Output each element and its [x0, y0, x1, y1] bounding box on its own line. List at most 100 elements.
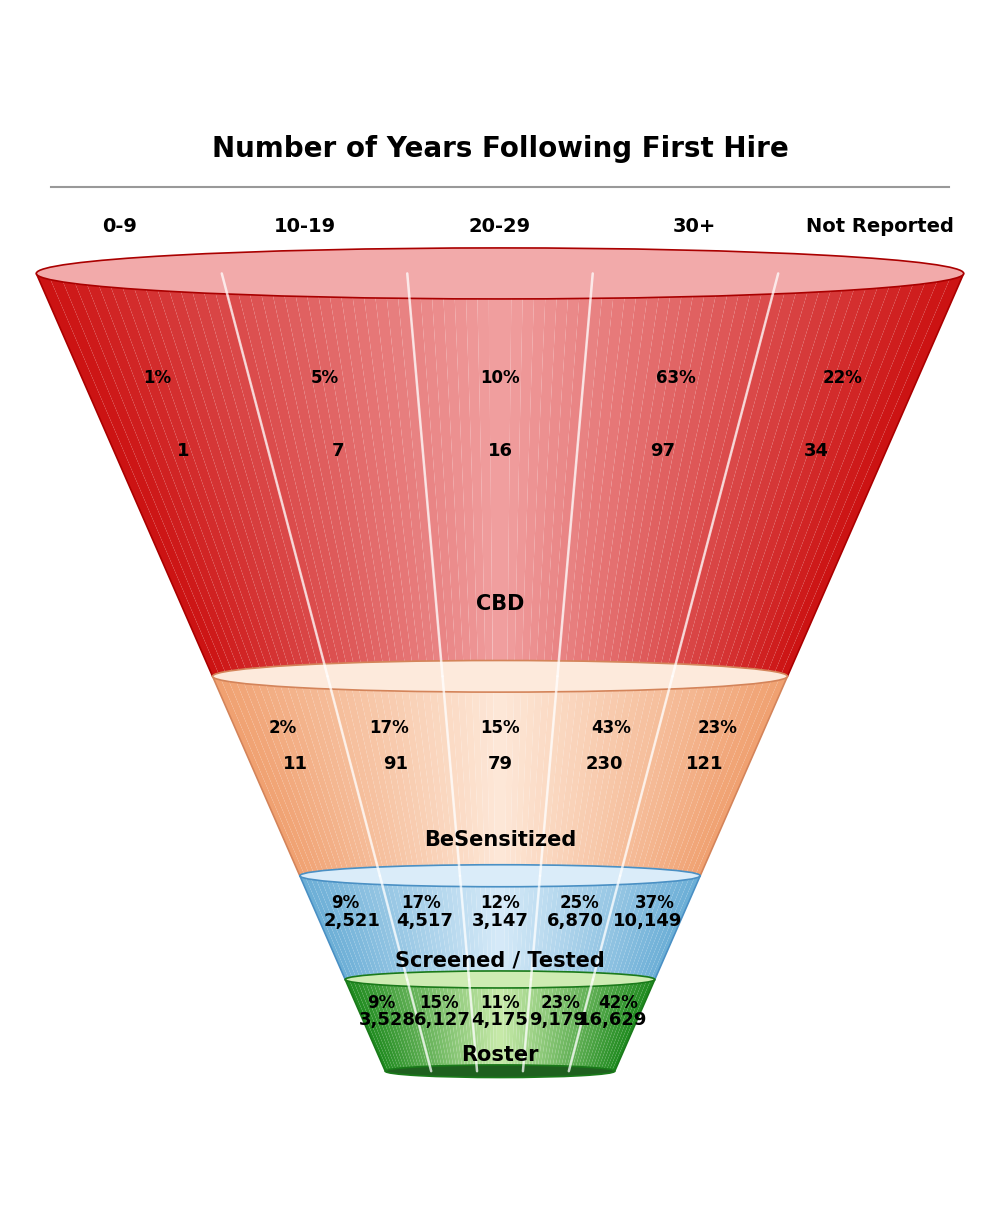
Polygon shape	[399, 979, 428, 1072]
Polygon shape	[624, 876, 665, 979]
Polygon shape	[550, 677, 579, 876]
Polygon shape	[440, 876, 457, 979]
Polygon shape	[415, 979, 440, 1072]
Text: BeSensitized: BeSensitized	[424, 830, 576, 849]
Text: Screened / Tested: Screened / Tested	[395, 951, 605, 971]
Polygon shape	[504, 876, 510, 979]
Text: 6,870: 6,870	[547, 912, 604, 931]
Polygon shape	[530, 677, 550, 876]
Polygon shape	[545, 677, 572, 876]
Polygon shape	[708, 273, 848, 677]
Polygon shape	[500, 876, 505, 979]
Text: Not Reported: Not Reported	[806, 217, 954, 236]
Polygon shape	[442, 273, 471, 677]
Polygon shape	[514, 273, 535, 677]
Polygon shape	[690, 677, 780, 876]
Polygon shape	[164, 273, 299, 677]
Polygon shape	[199, 273, 320, 677]
Polygon shape	[600, 677, 651, 876]
Polygon shape	[210, 273, 328, 677]
Polygon shape	[635, 677, 701, 876]
Polygon shape	[543, 273, 581, 677]
Polygon shape	[407, 273, 450, 677]
Text: 63%: 63%	[656, 369, 695, 388]
Polygon shape	[361, 979, 400, 1072]
Polygon shape	[430, 979, 451, 1072]
Text: 10%: 10%	[480, 369, 520, 388]
Polygon shape	[446, 979, 463, 1072]
Polygon shape	[737, 273, 894, 677]
Polygon shape	[569, 979, 597, 1072]
Polygon shape	[650, 677, 723, 876]
Text: 91: 91	[383, 755, 408, 773]
Polygon shape	[380, 876, 411, 979]
Polygon shape	[608, 273, 685, 677]
Text: 16: 16	[488, 442, 512, 459]
Polygon shape	[514, 979, 523, 1072]
Polygon shape	[625, 677, 687, 876]
Polygon shape	[400, 876, 426, 979]
Polygon shape	[508, 876, 515, 979]
Polygon shape	[644, 273, 743, 677]
Polygon shape	[687, 273, 813, 677]
Polygon shape	[388, 979, 420, 1072]
Polygon shape	[522, 273, 546, 677]
Polygon shape	[129, 273, 277, 677]
Polygon shape	[438, 979, 457, 1072]
Polygon shape	[428, 677, 455, 876]
Polygon shape	[340, 876, 380, 979]
Polygon shape	[716, 273, 859, 677]
Polygon shape	[465, 273, 486, 677]
Ellipse shape	[345, 971, 655, 988]
Polygon shape	[536, 273, 570, 677]
Polygon shape	[465, 979, 477, 1072]
Polygon shape	[586, 979, 620, 1072]
Text: 25%: 25%	[559, 894, 599, 911]
Polygon shape	[395, 876, 423, 979]
Polygon shape	[647, 876, 695, 979]
Polygon shape	[71, 273, 241, 677]
Polygon shape	[632, 876, 675, 979]
Polygon shape	[450, 677, 470, 876]
Polygon shape	[511, 979, 519, 1072]
Polygon shape	[643, 876, 690, 979]
Polygon shape	[385, 876, 415, 979]
Polygon shape	[220, 677, 310, 876]
Polygon shape	[257, 273, 356, 677]
Polygon shape	[330, 876, 372, 979]
Text: 97: 97	[650, 442, 675, 459]
Polygon shape	[106, 273, 263, 677]
Text: 4,175: 4,175	[472, 1011, 528, 1029]
Polygon shape	[399, 677, 435, 876]
Polygon shape	[535, 677, 557, 876]
Polygon shape	[565, 273, 616, 677]
Polygon shape	[520, 979, 531, 1072]
Polygon shape	[475, 876, 485, 979]
Polygon shape	[492, 979, 497, 1072]
Polygon shape	[481, 979, 489, 1072]
Polygon shape	[485, 979, 491, 1072]
Polygon shape	[435, 677, 460, 876]
Polygon shape	[562, 876, 585, 979]
Polygon shape	[549, 979, 570, 1072]
Polygon shape	[557, 979, 581, 1072]
Polygon shape	[554, 876, 575, 979]
Polygon shape	[470, 876, 481, 979]
Polygon shape	[480, 876, 488, 979]
Polygon shape	[488, 273, 500, 677]
Polygon shape	[460, 876, 473, 979]
Polygon shape	[616, 876, 655, 979]
Text: 20-29: 20-29	[469, 217, 531, 236]
Polygon shape	[531, 876, 545, 979]
Polygon shape	[577, 876, 605, 979]
Polygon shape	[396, 273, 443, 677]
Text: 23%: 23%	[697, 719, 737, 738]
Polygon shape	[651, 273, 755, 677]
Polygon shape	[320, 677, 380, 876]
Polygon shape	[306, 677, 370, 876]
Polygon shape	[575, 979, 605, 1072]
Polygon shape	[395, 979, 425, 1072]
Text: 37%: 37%	[635, 894, 674, 911]
Polygon shape	[376, 979, 411, 1072]
Polygon shape	[766, 273, 941, 677]
